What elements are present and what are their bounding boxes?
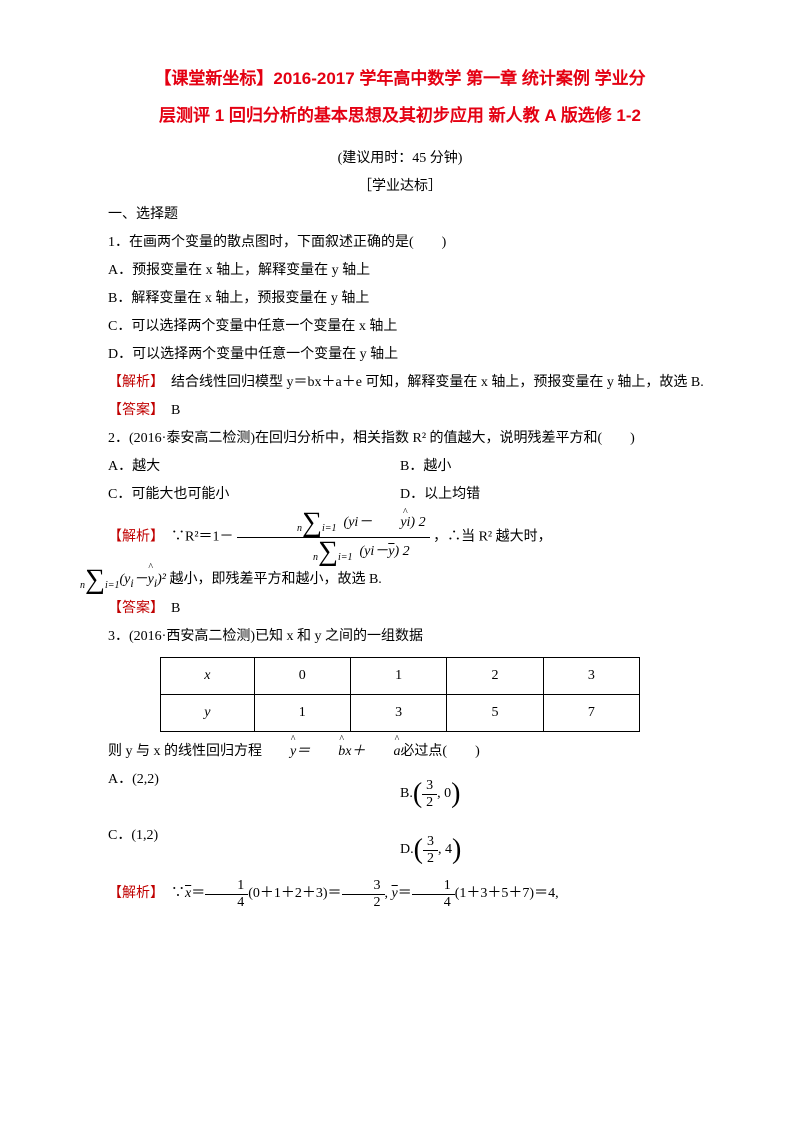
title-line-2: 层测评 1 回归分析的基本思想及其初步应用 新人教 A 版选修 1-2 (159, 106, 641, 125)
analysis-label: 【解析】 (108, 375, 157, 390)
q1-stem: 1．在画两个变量的散点图时，下面叙述正确的是( ) (80, 229, 720, 257)
q1-opt-c: C．可以选择两个变量中任意一个变量在 x 轴上 (80, 313, 720, 341)
q3-after-table: 则 y 与 x 的线性回归方程y＝bx＋a必过点( ) (80, 738, 720, 766)
table-x-label: x (161, 658, 255, 695)
table-cell: 1 (350, 658, 446, 695)
answer-label: 【答案】 (108, 601, 157, 616)
q3-opt-c: C．(1,2) (80, 822, 400, 878)
analysis-label: 【解析】 (108, 530, 157, 545)
q1-answer-text: B (157, 403, 180, 418)
q3-data-table: x 0 1 2 3 y 1 3 5 7 (160, 657, 640, 732)
q1-analysis-text: 结合线性回归模型 y＝bx＋a＋e 可知，解释变量在 x 轴上，预报变量在 y … (157, 375, 704, 390)
q1-opt-d: D．可以选择两个变量中任意一个变量在 y 轴上 (80, 341, 720, 369)
q2-stem: 2．(2016·泰安高二检测)在回归分析中，相关指数 R² 的值越大，说明残差平… (80, 425, 720, 453)
q2-opt-c: C．可能大也可能小 (80, 481, 400, 509)
q3-analysis: 【解析】 ∵x＝14(0＋1＋2＋3)＝32, y＝14(1＋3＋5＋7)＝4, (80, 878, 720, 910)
q2-analysis-line2: n∑i=1(yi－yi)² 越小，即残差平方和越小，故选 B. (80, 566, 720, 595)
q3-stem: 3．(2016·西安高二检测)已知 x 和 y 之间的一组数据 (80, 623, 720, 651)
q2-analysis-prefix: ∵R²＝1－ (157, 530, 234, 545)
table-cell: 0 (254, 658, 350, 695)
q3-opt-d: D.(32, 4) (400, 822, 720, 878)
q1-answer: 【答案】 B (80, 397, 720, 425)
table-y-label: y (161, 695, 255, 732)
summation-icon: n∑i=1 (80, 566, 120, 594)
q3-opt-b: B.(32, 0) (400, 766, 720, 822)
table-cell: 7 (543, 695, 639, 732)
table-cell: 3 (543, 658, 639, 695)
table-cell: 2 (447, 658, 543, 695)
q2-answer-text: B (157, 601, 180, 616)
analysis-label: 【解析】 (108, 886, 157, 901)
table-cell: 1 (254, 695, 350, 732)
q2-answer: 【答案】 B (80, 595, 720, 623)
section-1-heading: 一、选择题 (80, 201, 720, 229)
q2-opt-b: B．越小 (400, 453, 720, 481)
q2-opt-a: A．越大 (80, 453, 400, 481)
answer-label: 【答案】 (108, 403, 157, 418)
title-line-1: 【课堂新坐标】2016-2017 学年高中数学 第一章 统计案例 学业分 (154, 69, 645, 88)
q2-analysis-suffix: ，∴当 R² 越大时， (433, 530, 552, 545)
time-hint: (建议用时：45 分钟) (80, 145, 720, 173)
q2-analysis: 【解析】 ∵R²＝1－ n∑i=1 (yi－yi) 2 n∑i=1 (yi－y)… (80, 509, 720, 566)
q3-opt-a: A．(2,2) (80, 766, 400, 822)
level-hint: ［学业达标］ (80, 173, 720, 201)
q1-opt-a: A．预报变量在 x 轴上，解释变量在 y 轴上 (80, 257, 720, 285)
table-cell: 3 (350, 695, 446, 732)
q1-analysis: 【解析】 结合线性回归模型 y＝bx＋a＋e 可知，解释变量在 x 轴上，预报变… (80, 369, 720, 397)
q2-opt-d: D．以上均错 (400, 481, 720, 509)
table-cell: 5 (447, 695, 543, 732)
q1-opt-b: B．解释变量在 x 轴上，预报变量在 y 轴上 (80, 285, 720, 313)
r2-fraction: n∑i=1 (yi－yi) 2 n∑i=1 (yi－y) 2 (237, 509, 430, 566)
q3-analysis-prefix: ∵ (157, 886, 185, 901)
q2-line2-suffix: 越小，即残差平方和越小，故选 B. (166, 572, 382, 587)
